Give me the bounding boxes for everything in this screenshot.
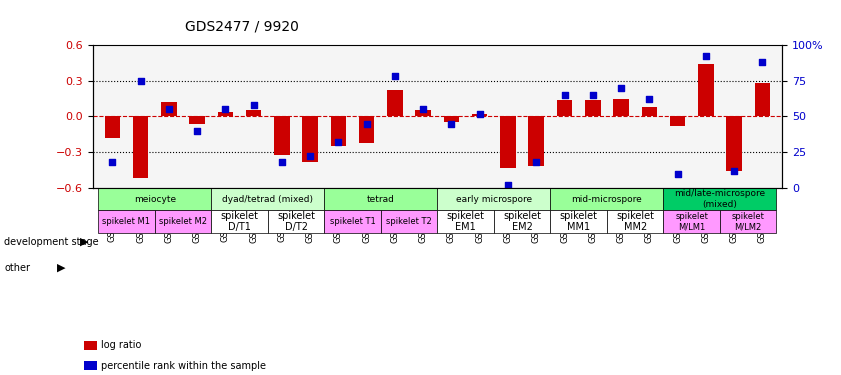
Point — [558, 92, 571, 98]
Text: spikelet
EM2: spikelet EM2 — [503, 210, 541, 232]
Point — [699, 53, 712, 59]
Text: log ratio: log ratio — [101, 340, 141, 350]
Bar — [613, 99, 629, 116]
Bar — [381, 210, 437, 232]
Text: GDS2477 / 9920: GDS2477 / 9920 — [185, 20, 299, 34]
Text: ▶: ▶ — [80, 237, 88, 247]
Bar — [550, 210, 607, 232]
Bar — [444, 116, 459, 122]
Point — [416, 106, 430, 112]
Bar — [754, 83, 770, 116]
Text: spikelet
D/T2: spikelet D/T2 — [277, 210, 315, 232]
Text: spikelet T1: spikelet T1 — [330, 217, 375, 226]
Bar — [98, 188, 211, 210]
Bar — [528, 116, 544, 166]
Bar — [246, 111, 262, 116]
Text: tetrad: tetrad — [367, 195, 394, 204]
Text: spikelet M2: spikelet M2 — [159, 217, 207, 226]
Point — [755, 59, 769, 65]
Point — [162, 106, 176, 112]
Bar — [664, 210, 720, 232]
Point — [360, 121, 373, 127]
Text: spikelet
M/LM1: spikelet M/LM1 — [675, 211, 708, 231]
Point — [473, 111, 486, 117]
Bar — [437, 188, 550, 210]
Bar — [642, 107, 657, 116]
Bar — [325, 188, 437, 210]
Bar — [550, 188, 664, 210]
Bar — [437, 210, 494, 232]
Bar — [727, 116, 742, 171]
Text: spikelet
EM1: spikelet EM1 — [447, 210, 484, 232]
Bar — [607, 210, 664, 232]
Text: spikelet
D/T1: spikelet D/T1 — [220, 210, 258, 232]
Bar — [698, 64, 714, 116]
Text: percentile rank within the sample: percentile rank within the sample — [101, 361, 266, 370]
Text: meiocyte: meiocyte — [134, 195, 176, 204]
Point — [331, 139, 345, 145]
Point — [389, 74, 402, 80]
Bar — [720, 210, 776, 232]
Point — [671, 171, 685, 177]
Point — [727, 168, 741, 174]
Text: mid-microspore: mid-microspore — [572, 195, 643, 204]
Bar — [669, 116, 685, 126]
Bar — [155, 210, 211, 232]
Bar — [664, 188, 776, 210]
Bar — [331, 116, 346, 146]
Text: dyad/tetrad (mixed): dyad/tetrad (mixed) — [222, 195, 313, 204]
Bar — [415, 111, 431, 116]
Text: ▶: ▶ — [57, 263, 66, 273]
Bar — [387, 90, 403, 116]
Text: spikelet T2: spikelet T2 — [386, 217, 432, 226]
Bar — [557, 100, 572, 116]
Point — [586, 92, 600, 98]
Bar — [472, 114, 488, 116]
Text: other: other — [4, 263, 30, 273]
Bar — [303, 116, 318, 162]
Text: mid/late-microspore
(mixed): mid/late-microspore (mixed) — [674, 189, 765, 209]
Bar — [133, 116, 148, 178]
Point — [304, 153, 317, 159]
Text: spikelet
MM2: spikelet MM2 — [616, 210, 654, 232]
Bar — [104, 116, 120, 138]
Point — [530, 159, 543, 165]
Point — [275, 159, 288, 165]
Point — [190, 128, 204, 134]
Point — [643, 96, 656, 102]
Bar — [359, 116, 374, 142]
Point — [219, 106, 232, 112]
Bar — [211, 210, 267, 232]
Bar — [218, 112, 233, 116]
Bar — [500, 116, 516, 168]
Text: development stage: development stage — [4, 237, 99, 247]
Point — [247, 102, 261, 108]
Point — [614, 85, 627, 91]
Point — [134, 78, 147, 84]
Point — [106, 159, 119, 165]
Text: early microspore: early microspore — [456, 195, 532, 204]
Bar — [161, 102, 177, 116]
Bar — [267, 210, 325, 232]
Bar — [494, 210, 550, 232]
Bar — [274, 116, 289, 154]
Bar — [325, 210, 381, 232]
Text: spikelet M1: spikelet M1 — [103, 217, 151, 226]
Text: spikelet
M/LM2: spikelet M/LM2 — [732, 211, 764, 231]
Bar — [585, 100, 600, 116]
Point — [501, 182, 515, 188]
Text: spikelet
MM1: spikelet MM1 — [559, 210, 598, 232]
Bar — [189, 116, 205, 124]
Bar — [211, 188, 325, 210]
Bar — [98, 210, 155, 232]
Point — [445, 121, 458, 127]
